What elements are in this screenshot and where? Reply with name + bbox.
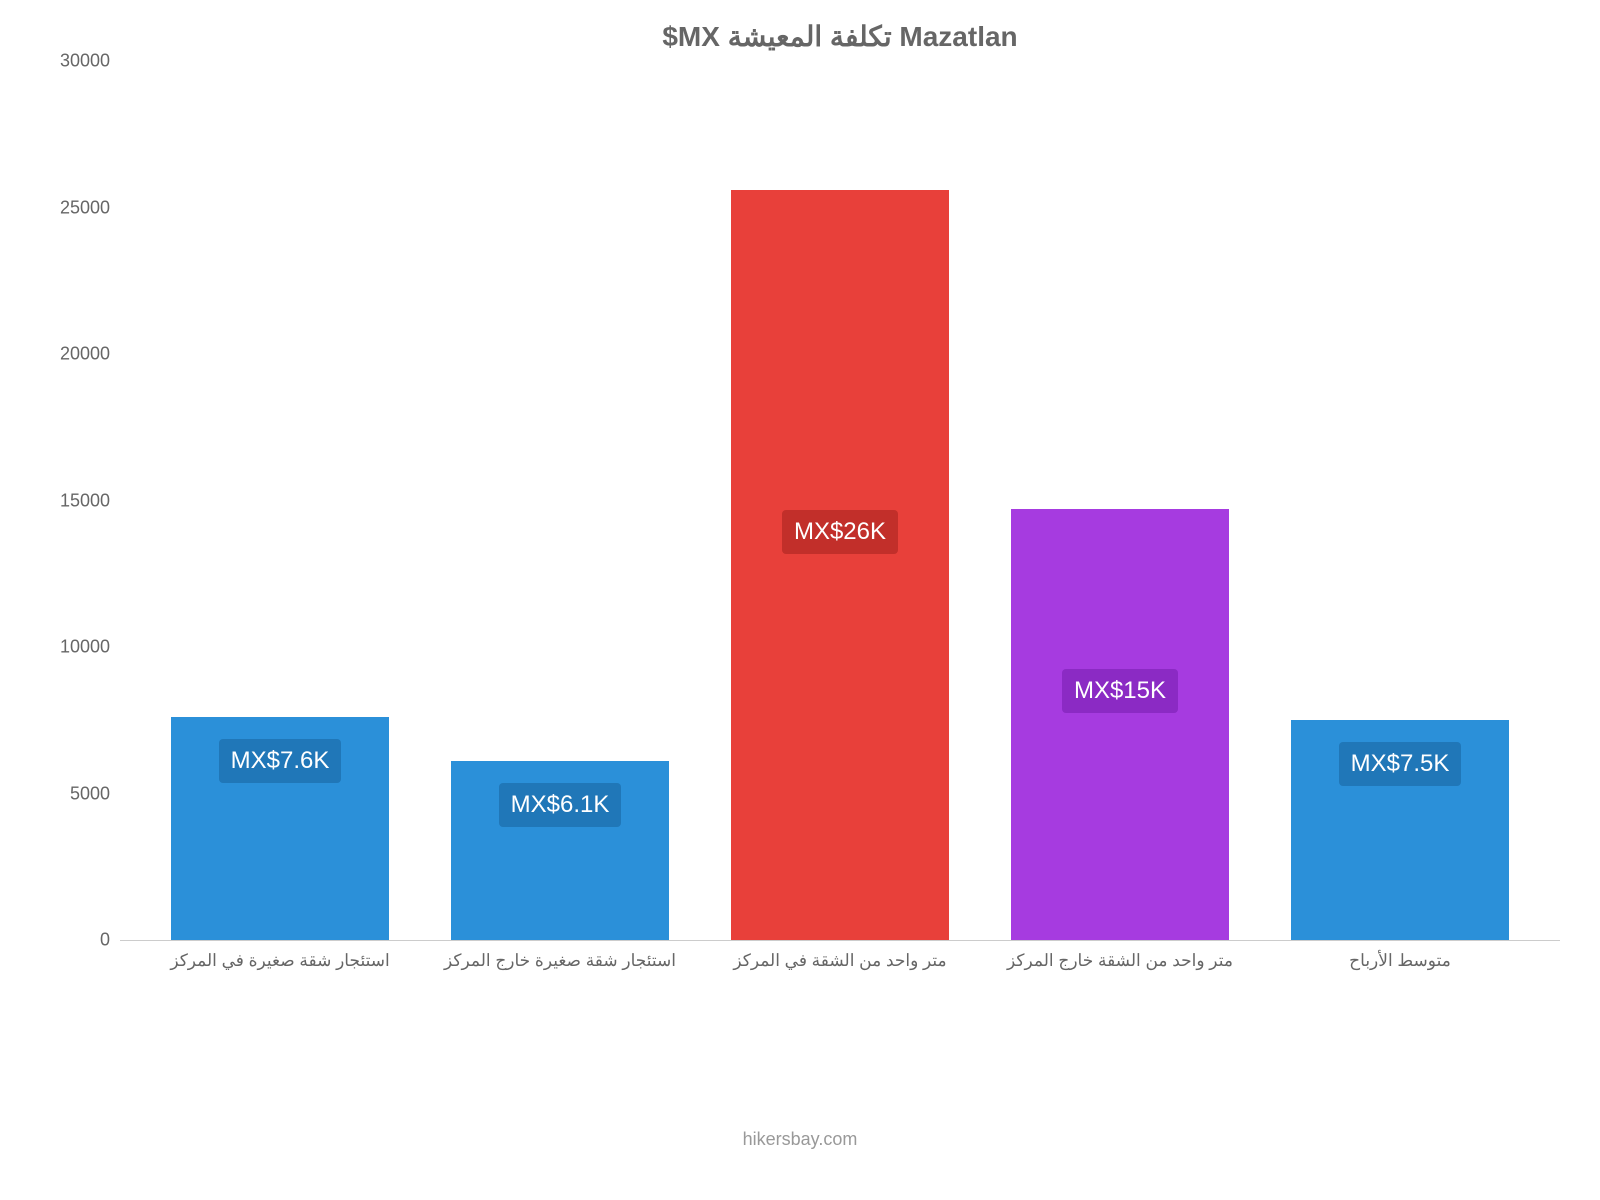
y-tick-label: 20000 bbox=[50, 344, 110, 365]
plot-area: 050001000015000200002500030000 MX$7.6KMX… bbox=[120, 61, 1560, 941]
bar: MX$7.5K bbox=[1291, 720, 1509, 940]
chart-title: Mazatlan تكلفة المعيشة MX$ bbox=[120, 20, 1560, 53]
chart-container: Mazatlan تكلفة المعيشة MX$ 0500010000150… bbox=[0, 0, 1600, 1200]
x-tick-label: متوسط الأرباح bbox=[1260, 951, 1540, 971]
y-tick-label: 15000 bbox=[50, 490, 110, 511]
bar-slot: MX$6.1K bbox=[420, 61, 700, 940]
x-tick-label: متر واحد من الشقة في المركز bbox=[700, 951, 980, 971]
bar: MX$26K bbox=[731, 190, 949, 940]
bar: MX$6.1K bbox=[451, 761, 669, 940]
bar: MX$15K bbox=[1011, 509, 1229, 940]
bars-group: MX$7.6K MX$6.1K MX$26K MX$15K MX$7.5K bbox=[120, 61, 1560, 940]
x-tick-label: استئجار شقة صغيرة خارج المركز bbox=[420, 951, 700, 971]
x-tick-label: استئجار شقة صغيرة في المركز bbox=[140, 951, 420, 971]
y-tick-label: 5000 bbox=[50, 783, 110, 804]
bar: MX$7.6K bbox=[171, 717, 389, 940]
bar-slot: MX$15K bbox=[980, 61, 1260, 940]
bar-value-label: MX$26K bbox=[782, 510, 898, 554]
y-tick-label: 0 bbox=[50, 930, 110, 951]
y-axis: 050001000015000200002500030000 bbox=[50, 61, 110, 940]
x-axis-labels: استئجار شقة صغيرة في المركزاستئجار شقة ص… bbox=[120, 951, 1560, 971]
bar-value-label: MX$15K bbox=[1062, 669, 1178, 713]
bar-value-label: MX$7.6K bbox=[219, 739, 342, 783]
y-tick-label: 25000 bbox=[50, 197, 110, 218]
bar-slot: MX$7.6K bbox=[140, 61, 420, 940]
bar-value-label: MX$6.1K bbox=[499, 783, 622, 827]
bar-slot: MX$7.5K bbox=[1260, 61, 1540, 940]
x-tick-label: متر واحد من الشقة خارج المركز bbox=[980, 951, 1260, 971]
y-tick-label: 30000 bbox=[50, 51, 110, 72]
attribution-text: hikersbay.com bbox=[0, 1129, 1600, 1150]
y-tick-label: 10000 bbox=[50, 637, 110, 658]
bar-value-label: MX$7.5K bbox=[1339, 742, 1462, 786]
bar-slot: MX$26K bbox=[700, 61, 980, 940]
